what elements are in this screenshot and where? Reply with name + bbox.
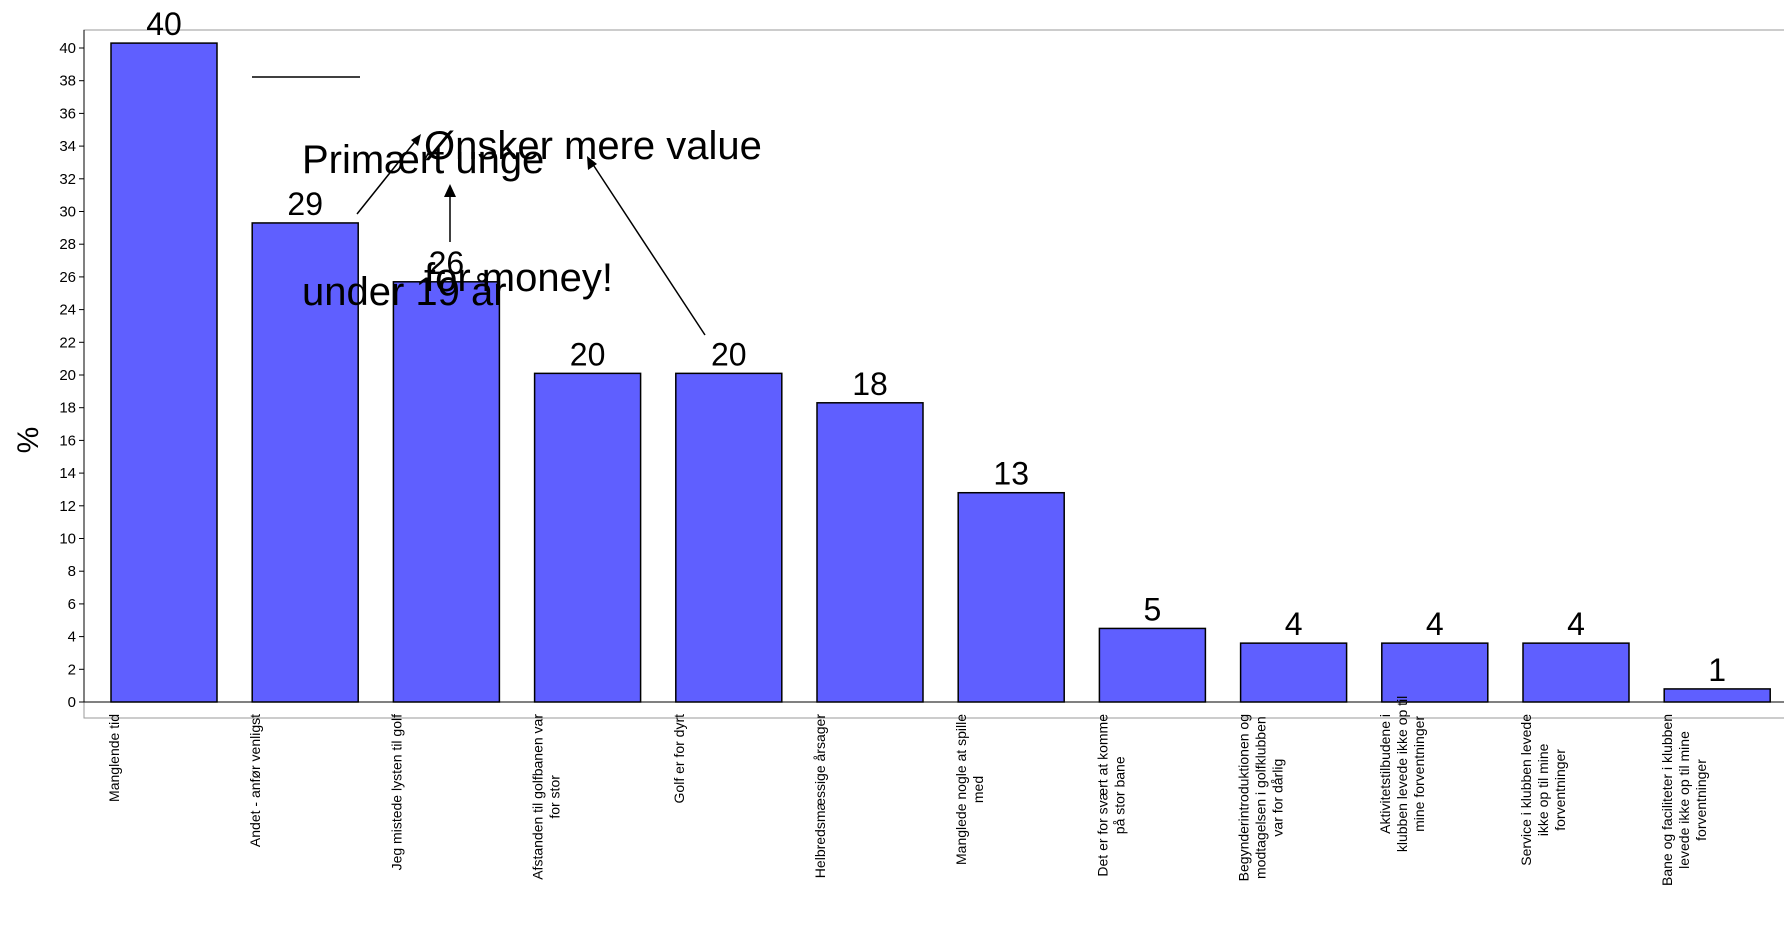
annotation-value-line2: for money!	[424, 256, 613, 300]
arrowhead-young	[411, 134, 421, 146]
category-label: Andet - anfør venligst	[247, 714, 263, 847]
data-label: 4	[1567, 606, 1585, 642]
bars	[110, 42, 1771, 703]
annotation-value: Ønsker mere value for money!	[424, 36, 762, 344]
category-label-line: Service i klubben levede	[1518, 714, 1534, 866]
category-label-line: forventninger	[1552, 749, 1568, 831]
category-label: Det er for svært at komme på stor bane	[1094, 714, 1127, 877]
y-tick-label: 14	[59, 465, 76, 482]
arrowhead-value-b	[587, 156, 597, 170]
annotation-value-line1: Ønsker mere value	[424, 124, 762, 168]
arrowhead-value-a	[444, 184, 456, 197]
category-label-line: Andet - anfør venligst	[247, 714, 263, 847]
category-label: Helbredsmæssige årsager	[812, 714, 828, 879]
data-label: 5	[1144, 591, 1162, 627]
y-tick-label: 18	[59, 400, 76, 417]
data-label: 4	[1426, 606, 1444, 642]
category-label-line: Begynderintroduktionen og	[1236, 714, 1252, 881]
category-label: Service i klubben levede ikke op til mine…	[1518, 714, 1568, 866]
category-label: Afstanden til golfbanen var for stor	[530, 714, 563, 880]
category-label-line: Afstanden til golfbanen var	[530, 714, 546, 880]
bar	[1098, 627, 1207, 703]
category-label-line: Jeg mistede lysten til golf	[388, 714, 404, 871]
category-label-line: Bane og faciliteter i klubben	[1659, 714, 1675, 886]
category-label: Golf er for dyrt	[671, 714, 687, 804]
y-tick-label: 2	[68, 661, 76, 678]
y-tick-label: 20	[59, 367, 76, 384]
data-label: 4	[1285, 606, 1303, 642]
annotation-arrow-young	[356, 138, 418, 215]
data-label: 40	[146, 6, 182, 42]
bar	[251, 222, 359, 703]
category-label: Begynderintroduktionen og modtagelsen i g…	[1236, 714, 1286, 881]
bar	[533, 372, 642, 703]
y-tick-label: 38	[59, 73, 76, 90]
category-label: Manglende tid	[106, 714, 122, 802]
category-label-line: var for dårlig	[1270, 759, 1286, 837]
category-label-line: Aktivitetstilbudene i	[1377, 714, 1393, 834]
bar	[1522, 642, 1630, 703]
category-labels: Manglende tid Andet - anfør venligst Jeg m…	[106, 696, 1709, 886]
category-label-line: klubben levede ikke op til	[1394, 696, 1410, 852]
category-label-line: Helbredsmæssige årsager	[812, 714, 828, 879]
y-axis-label: %	[12, 427, 45, 454]
category-label-line: Golf er for dyrt	[671, 714, 687, 804]
annotation-arrows	[252, 76, 706, 336]
category-label: Bane og faciliteter i klubben levede ikke…	[1659, 714, 1709, 886]
plot-area	[83, 29, 1784, 719]
y-tick-label: 30	[59, 204, 76, 221]
y-tick-label: 26	[59, 269, 76, 286]
data-label: 20	[711, 336, 747, 372]
y-tick-label: 12	[59, 498, 76, 515]
y-tick-label: 34	[59, 138, 76, 155]
bar	[1239, 642, 1348, 703]
category-label: Jeg mistede lysten til golf	[388, 714, 404, 871]
y-tick-label: 10	[59, 531, 76, 548]
category-label-line: Manglede nogle at spille	[953, 714, 969, 865]
data-label: 26	[429, 245, 465, 281]
y-tick-label: 24	[59, 302, 76, 319]
bar	[957, 491, 1065, 703]
bar	[816, 402, 924, 703]
category-label-line: forventninger	[1693, 759, 1709, 841]
bar	[110, 42, 218, 703]
category-label-line: levede ikke op til mine	[1676, 731, 1692, 869]
category-label: Manglede nogle at spille med	[953, 714, 986, 865]
annotation-young: Primært unge under 19 år	[302, 50, 544, 358]
category-label: Aktivitetstilbudene i klubben levede ikke…	[1377, 696, 1427, 852]
bar	[1381, 642, 1489, 703]
bar	[1663, 688, 1771, 703]
y-tick-label: 8	[68, 563, 76, 580]
data-label: 1	[1708, 652, 1726, 688]
bar	[392, 281, 501, 703]
category-label-line: for stor	[547, 775, 563, 819]
category-label-line: mine forventninger	[1411, 716, 1427, 832]
bar	[675, 372, 783, 703]
y-tick-label: 16	[59, 432, 76, 449]
y-tick-label: 32	[59, 171, 76, 188]
y-tick-label: 0	[68, 694, 76, 711]
y-tick-label: 28	[59, 236, 76, 253]
data-label: 18	[852, 366, 888, 402]
annotation-arrow-value-b	[591, 162, 706, 336]
category-label-line: Det er for svært at komme	[1094, 714, 1110, 877]
category-label-line: modtagelsen i golfklubben	[1253, 716, 1269, 879]
y-tick-label: 40	[59, 40, 76, 57]
category-label-line: med	[970, 776, 986, 803]
data-label: 29	[287, 186, 323, 222]
annotation-young-line2: under 19 år	[302, 270, 507, 314]
category-label-line: på stor bane	[1111, 756, 1127, 834]
y-tick-label: 36	[59, 105, 76, 122]
data-labels: 40 29 26 20 20 18 13 5 4 4 4 1	[146, 6, 1726, 688]
y-tick-label: 4	[68, 629, 76, 646]
category-label-line: Manglende tid	[106, 714, 122, 802]
data-label: 13	[993, 456, 1029, 492]
y-tick-label: 22	[59, 334, 76, 351]
y-tick-label: 6	[68, 596, 76, 613]
category-label-line: ikke op til mine	[1535, 743, 1551, 836]
data-label: 20	[570, 336, 606, 372]
annotation-young-line1: Primært unge	[302, 138, 545, 182]
